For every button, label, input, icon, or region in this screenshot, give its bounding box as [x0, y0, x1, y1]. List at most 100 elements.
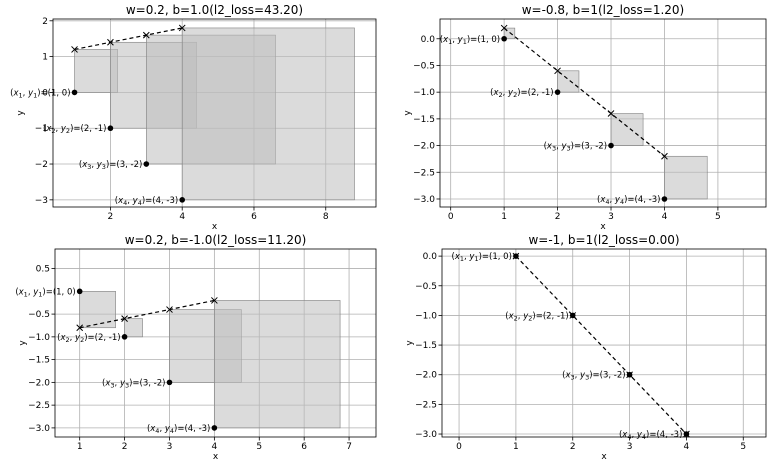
prediction-marker-2	[107, 38, 114, 46]
data-point-1	[501, 35, 507, 42]
chart-title: w=-1, b=1(l2_loss=0.00)	[528, 233, 679, 247]
x-tick-label: 6	[301, 442, 307, 452]
data-point-3	[626, 371, 633, 378]
y-tick-label: −2	[35, 160, 48, 170]
point-label-2: (x2, y2)=(2, -1)	[505, 311, 568, 322]
x-tick-label: 5	[715, 212, 721, 222]
data-point-2	[569, 312, 576, 319]
y-tick-label: −2.0	[28, 378, 50, 388]
residual-square-4	[664, 155, 708, 200]
x-tick-label: 8	[323, 212, 329, 222]
chart-panel-1: (x1, y1)=(1, 0) (x2, y2)=(2, -1) (x3, y3)=…	[10, 3, 377, 232]
prediction-marker-3	[607, 110, 615, 117]
x-tick-label: 2	[570, 442, 576, 452]
y-axis-label: y	[18, 340, 28, 346]
y-tick-label: −2.5	[415, 400, 437, 410]
data-point-2	[121, 334, 128, 340]
point-label-3: (x3, y3)=(3, -2)	[544, 142, 607, 153]
x-tick-label: 1	[77, 442, 83, 452]
y-tick-label: −1	[35, 124, 48, 134]
data-point-3	[143, 161, 150, 167]
plot-frame	[52, 18, 377, 208]
fit-line	[515, 255, 687, 435]
point-label-2: (x2, y2)=(2, -1)	[43, 124, 106, 135]
chart-title: w=0.2, b=1.0(l2_loss=43.20)	[126, 3, 303, 17]
y-tick-label: −1.5	[413, 115, 435, 125]
x-axis-label: x	[212, 222, 218, 232]
y-tick-label: −1.5	[28, 356, 50, 366]
y-tick-label: 0.0	[423, 252, 438, 262]
y-tick-label: −2.0	[413, 142, 435, 152]
chart-title: w=0.2, b=-1.0(l2_loss=11.20)	[125, 233, 307, 247]
point-label-2: (x2, y2)=(2, -1)	[57, 333, 120, 344]
data-point-1	[71, 89, 78, 96]
prediction-marker-3	[142, 31, 150, 39]
x-tick-label: 5	[256, 442, 262, 452]
y-tick-label: 1	[42, 53, 48, 63]
x-tick-label: 2	[108, 212, 114, 222]
plot-frame	[54, 248, 377, 438]
data-point-4	[661, 196, 668, 202]
data-point-4	[179, 197, 185, 203]
x-tick-label: 3	[608, 212, 614, 222]
plot-frame	[439, 18, 767, 208]
y-axis-label: y	[405, 340, 415, 346]
y-tick-label: −0.5	[415, 282, 437, 292]
y-tick-label: −3.0	[413, 195, 435, 205]
point-label-3: (x3, y3)=(3, -2)	[102, 378, 165, 389]
y-tick-label: −0.5	[413, 61, 435, 71]
y-axis-label: y	[16, 110, 26, 116]
point-label-1: (x1, y1)=(1, 0)	[15, 287, 75, 298]
y-tick-label: 0	[42, 88, 48, 98]
x-axis-label: x	[601, 452, 607, 462]
prediction-marker-1	[76, 324, 84, 332]
x-axis-label: x	[600, 222, 606, 232]
y-tick-label: 0.0	[421, 35, 436, 45]
y-tick-label: −1.0	[28, 333, 50, 343]
data-point-4	[211, 425, 218, 431]
chart-panel-4: (x1, y1)=(1, 0) (x2, y2)=(2, -1) (x3, y3)=…	[405, 233, 767, 462]
y-tick-label: −1.0	[413, 88, 435, 98]
data-point-4	[683, 431, 690, 437]
data-point-2	[554, 89, 561, 95]
data-point-3	[608, 142, 614, 149]
x-tick-label: 1	[513, 442, 519, 452]
prediction-marker-3	[166, 306, 173, 313]
data-point-1	[513, 253, 519, 259]
prediction-marker-1	[500, 24, 508, 32]
point-label-4: (x4, y4)=(4, -3)	[597, 195, 660, 206]
y-tick-label: −2.5	[413, 168, 435, 178]
point-label-4: (x4, y4)=(4, -3)	[115, 196, 178, 207]
y-tick-label: −0.5	[28, 310, 50, 320]
y-tick-label: −3.0	[28, 424, 50, 434]
chart-panel-3: (x1, y1)=(1, 0) (x2, y2)=(2, -1) (x3, y3)=…	[15, 233, 377, 462]
y-tick-label: −1.5	[415, 341, 437, 351]
x-tick-label: 1	[501, 212, 507, 222]
fit-line	[503, 27, 665, 157]
y-tick-label: −3	[35, 196, 48, 206]
fit-line	[74, 27, 183, 51]
x-tick-label: 0	[456, 442, 462, 452]
x-tick-label: 6	[251, 212, 257, 222]
x-tick-label: 4	[179, 212, 185, 222]
plot-frame	[441, 248, 767, 438]
y-tick-label: −2.5	[28, 401, 50, 411]
data-point-1	[76, 288, 83, 295]
prediction-marker-2	[554, 67, 561, 75]
residual-square-1	[503, 27, 516, 40]
point-label-1: (x1, y1)=(1, 0)	[440, 35, 500, 46]
point-label-2: (x2, y2)=(2, -1)	[490, 88, 553, 99]
residual-square-1	[79, 291, 116, 329]
x-axis-label: x	[213, 452, 219, 462]
y-tick-label: 0.5	[36, 265, 50, 275]
point-label-1: (x1, y1)=(1, 0)	[452, 252, 512, 263]
x-tick-label: 3	[167, 442, 173, 452]
data-point-2	[107, 125, 114, 132]
x-tick-label: 2	[122, 442, 128, 452]
point-label-4: (x4, y4)=(4, -3)	[147, 424, 210, 435]
residual-square-4	[181, 27, 355, 201]
point-label-4: (x4, y4)=(4, -3)	[619, 430, 682, 441]
y-axis-label: y	[403, 110, 413, 116]
prediction-marker-4	[178, 24, 186, 32]
